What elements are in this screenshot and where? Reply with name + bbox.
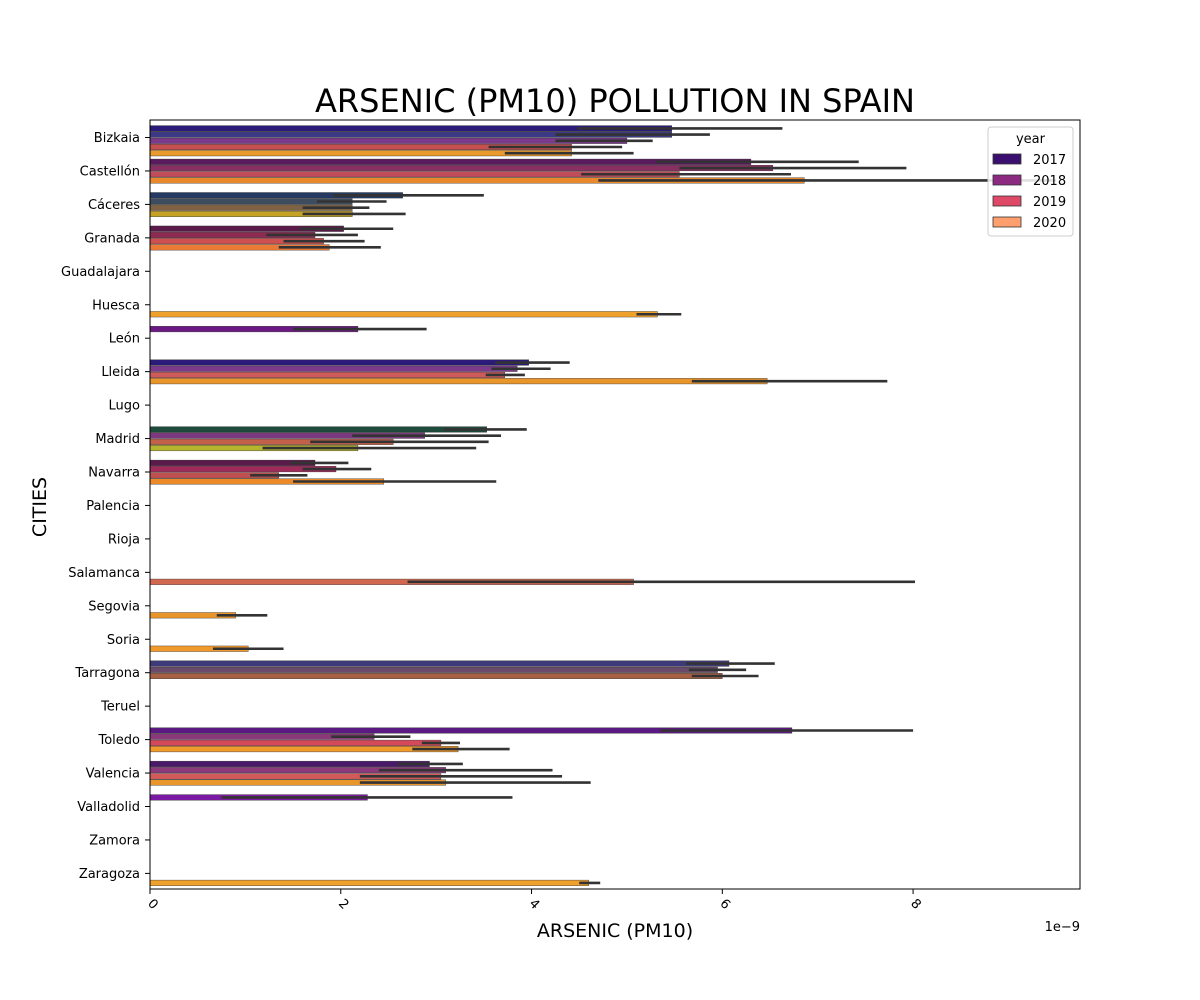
y-tick-label: Toledo [97, 733, 140, 748]
bar-huesca-2020 [149, 311, 658, 318]
bar-lleida-2018 [149, 365, 518, 372]
legend-swatch-2017 [992, 153, 1022, 165]
y-tick-label: Rioja [108, 532, 140, 547]
bar-lleida-2019 [149, 371, 506, 378]
bar-toledo-2020 [149, 746, 459, 753]
y-tick-label: Valencia [86, 767, 140, 782]
y-tick-label: Teruel [100, 700, 140, 715]
y-tick-label: Valladolid [77, 800, 140, 815]
y-axis: Bizkaia Castellón Cáceres Granada Guadalajar… [61, 131, 150, 882]
y-tick-label: Castellón [80, 164, 140, 179]
bar-valencia-2017 [149, 760, 430, 767]
y-tick-label: Lleida [101, 365, 140, 380]
error-bars-layer [212, 127, 1057, 885]
y-tick-label: Zaragoza [79, 867, 140, 882]
x-axis-label: ARSENIC (PM10) [537, 920, 693, 942]
y-tick-label: Guadalajara [61, 265, 140, 280]
y-tick-label: Segovia [88, 599, 140, 614]
legend-label-2018: 2018 [1033, 174, 1066, 189]
bar-tarragona-2019 [149, 673, 723, 680]
y-tick-label: Zamora [89, 833, 140, 848]
y-tick-label: Palencia [86, 499, 140, 514]
plot-frame [149, 119, 1081, 890]
y-tick-label: Huesca [92, 298, 140, 313]
y-tick-label: Granada [84, 231, 140, 246]
y-tick-label: Madrid [95, 432, 140, 447]
bar-lleida-2020 [149, 378, 768, 385]
bar-tarragona-2017 [149, 660, 730, 667]
x-axis-offset-label: 1e−9 [1045, 920, 1080, 935]
y-tick-label: Cáceres [88, 198, 140, 213]
bar-toledo-2019 [149, 739, 442, 746]
bar-zaragoza-2020 [149, 879, 589, 886]
bar-lleida-2017 [149, 359, 529, 366]
bar-tarragona-2018 [149, 666, 718, 673]
y-tick-label: Navarra [88, 466, 140, 481]
y-tick-label: Lugo [109, 399, 141, 414]
legend: year 2017 2018 2019 2020 [987, 126, 1074, 237]
y-tick-label: Soria [107, 633, 140, 648]
y-axis-label: CITIES [29, 477, 51, 537]
y-tick-label: Tarragona [74, 666, 140, 681]
bar-madrid-2017 [149, 426, 487, 433]
y-tick-label: Salamanca [68, 566, 140, 581]
legend-label-2020: 2020 [1033, 216, 1066, 231]
legend-title: year [1016, 132, 1046, 147]
legend-swatch-2020 [992, 216, 1022, 228]
legend-swatch-2019 [992, 195, 1022, 207]
legend-label-2019: 2019 [1033, 195, 1066, 210]
bars-layer [149, 125, 805, 886]
legend-swatch-2018 [992, 174, 1022, 186]
chart-title: ARSENIC (PM10) POLLUTION IN SPAIN [315, 82, 915, 120]
y-tick-label: Bizkaia [94, 131, 140, 146]
y-tick-label: León [109, 332, 140, 347]
legend-label-2017: 2017 [1033, 153, 1066, 168]
